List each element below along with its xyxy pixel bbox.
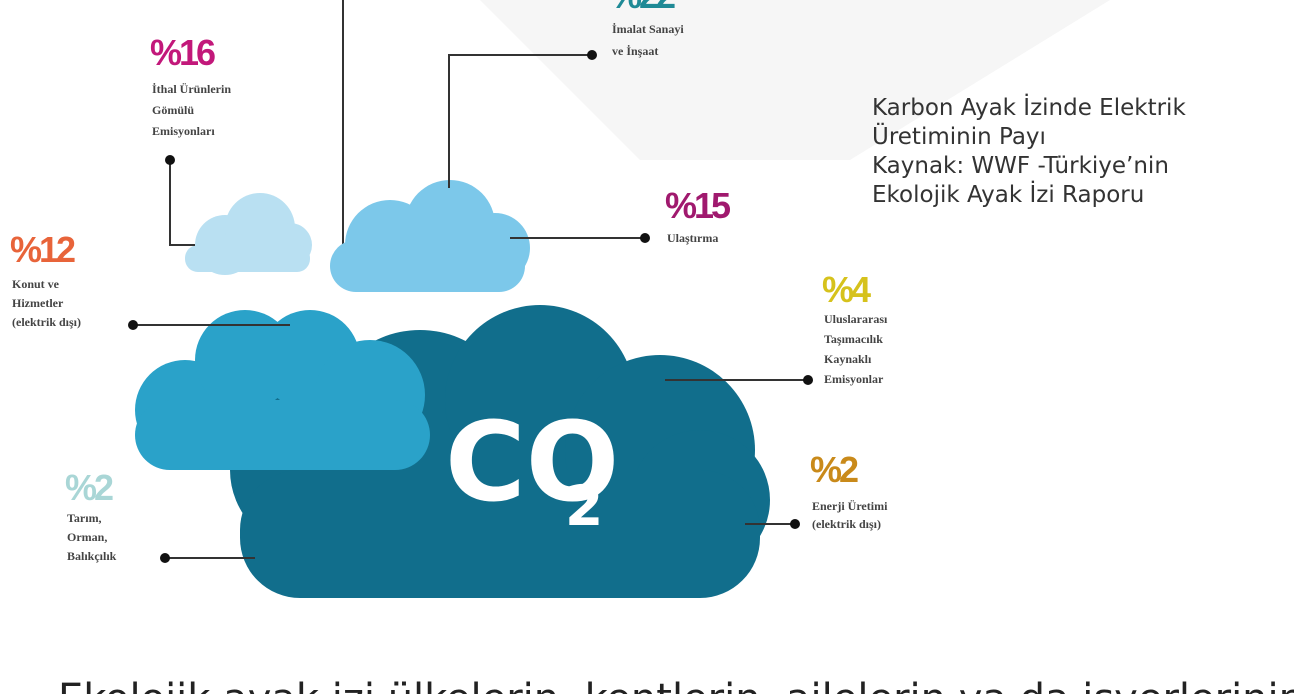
item-label: Kaynaklı xyxy=(824,352,872,366)
connector-dot xyxy=(128,320,138,330)
item-label: Tarım, xyxy=(67,511,102,525)
item-percent: %4 xyxy=(822,269,871,310)
item-label: Ulaştırma xyxy=(667,231,718,245)
caption-line: Karbon Ayak İzinde Elektrik xyxy=(872,93,1186,121)
cloud-light xyxy=(185,193,312,275)
item-label: (elektrik dışı) xyxy=(12,315,81,329)
item-label: Gömülü xyxy=(152,103,194,117)
connector-dot xyxy=(160,553,170,563)
item-label: Orman, xyxy=(67,530,107,544)
item-label: Emisyonlar xyxy=(824,372,884,386)
caption-line: Kaynak: WWF -Türkiye’nin xyxy=(872,153,1169,179)
cloud-medium xyxy=(330,180,530,292)
connector-dot xyxy=(640,233,650,243)
infographic: CO 2 %22İmalat Sanayive İnşaat%16İthal Ü… xyxy=(0,0,1294,694)
item-label: Balıkçılık xyxy=(67,549,117,563)
item-label: Uluslararası xyxy=(824,312,888,326)
item-percent: %12 xyxy=(10,229,75,270)
item-label: İmalat Sanayi xyxy=(612,22,684,36)
item-percent: %22 xyxy=(610,0,675,16)
item-label: İthal Ürünlerin xyxy=(152,82,231,96)
item-percent: %2 xyxy=(65,467,113,508)
connector-dot xyxy=(790,519,800,529)
connector-dot xyxy=(803,375,813,385)
body-text: Ekolojik ayak izi ülkelerin, kentlerin, … xyxy=(58,676,1294,694)
caption-line: Ekolojik Ayak İzi Raporu xyxy=(872,180,1144,208)
connector-dot xyxy=(165,155,175,165)
connector-dot xyxy=(587,50,597,60)
item-label: Emisyonları xyxy=(152,124,215,138)
item-label: ve İnşaat xyxy=(612,44,658,58)
caption-line: Üretiminin Payı xyxy=(872,122,1046,150)
item-percent: %16 xyxy=(150,32,215,73)
item-percent: %15 xyxy=(665,185,731,226)
item-label: Hizmetler xyxy=(12,296,64,310)
item-label: (elektrik dışı) xyxy=(812,517,881,531)
item-label: Enerji Üretimi xyxy=(812,499,888,513)
item-label: Taşımacılık xyxy=(824,332,883,346)
co-sub: 2 xyxy=(565,474,603,538)
cloud-mid xyxy=(135,310,430,470)
connector xyxy=(170,160,195,245)
item-label: Konut ve xyxy=(12,277,60,291)
page: CO 2 %22İmalat Sanayive İnşaat%16İthal Ü… xyxy=(0,0,1294,694)
item-percent: %2 xyxy=(810,449,858,490)
